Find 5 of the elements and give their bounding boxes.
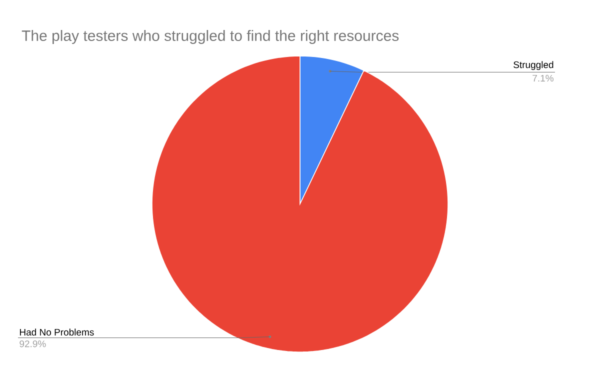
slice-label: Had No Problems <box>20 328 94 336</box>
data-label: 7.1% <box>532 74 554 82</box>
chart-title: The play testers who struggled to find the right resources <box>22 30 399 44</box>
slice-label: Struggled <box>514 61 554 70</box>
data-label: 92.9% <box>20 340 46 348</box>
